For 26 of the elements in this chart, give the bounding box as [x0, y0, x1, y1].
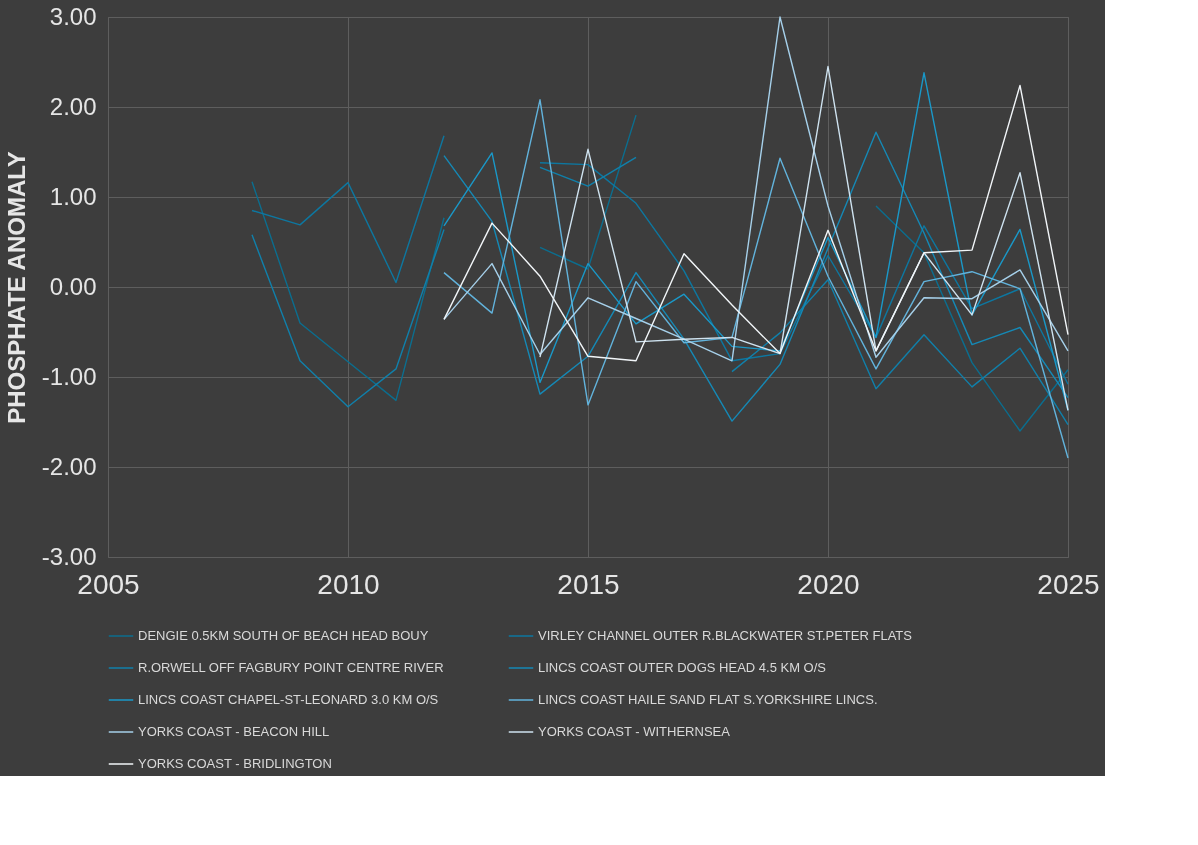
legend-label: YORKS COAST - BEACON HILL: [138, 724, 330, 739]
y-tick-label: 0.00: [49, 272, 97, 300]
x-tick-label: 2015: [557, 568, 620, 600]
y-tick-label: 3.00: [49, 2, 97, 30]
legend-label: YORKS COAST - WITHERNSEA: [538, 724, 731, 739]
x-tick-label: 2005: [77, 568, 140, 600]
legend-label: VIRLEY CHANNEL OUTER R.BLACKWATER ST.PETER FLATS: [538, 628, 913, 643]
line-series: [539, 65, 1069, 411]
legend-label: LINCS COAST OUTER DOGS HEAD 4.5 KM O/S: [538, 660, 827, 675]
y-tick-label: -2.00: [41, 452, 97, 480]
legend-label: DENGIE 0.5KM SOUTH OF BEACH HEAD BOUY: [138, 628, 429, 643]
x-tick-label: 2010: [317, 568, 380, 600]
x-tick-label: 2025: [1037, 568, 1100, 600]
legend-label: YORKS COAST - BRIDLINGTON: [138, 756, 332, 771]
y-tick-label: -3.00: [41, 542, 97, 570]
y-axis-title: PHOSPHATE ANOMALY: [2, 151, 30, 424]
y-tick-label: -1.00: [41, 362, 97, 390]
legend-label: LINCS COAST HAILE SAND FLAT S.YORKSHIRE LINCS.: [538, 692, 878, 707]
line-series: [443, 99, 1069, 459]
legend-label: LINCS COAST CHAPEL-ST-LEONARD 3.0 KM O/S: [138, 692, 439, 707]
y-tick-label: 2.00: [49, 92, 97, 120]
y-tick-label: 1.00: [49, 182, 97, 210]
legend-label: R.ORWELL OFF FAGBURY POINT CENTRE RIVER: [138, 660, 444, 675]
x-tick-label: 2020: [797, 568, 860, 600]
line-series: [443, 16, 1069, 362]
line-series: [443, 84, 1069, 362]
